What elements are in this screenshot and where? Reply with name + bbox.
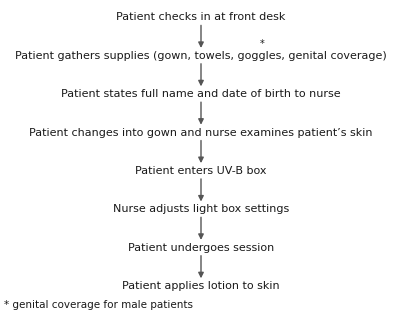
Text: Patient checks in at front desk: Patient checks in at front desk <box>116 12 285 23</box>
Text: Patient applies lotion to skin: Patient applies lotion to skin <box>122 281 279 291</box>
Text: * genital coverage for male patients: * genital coverage for male patients <box>4 300 192 310</box>
Text: Patient undergoes session: Patient undergoes session <box>128 243 273 253</box>
Text: *: * <box>259 39 263 49</box>
Text: Patient states full name and date of birth to nurse: Patient states full name and date of bir… <box>61 89 340 99</box>
Text: Patient enters UV-B box: Patient enters UV-B box <box>135 166 266 176</box>
Text: Nurse adjusts light box settings: Nurse adjusts light box settings <box>113 204 288 214</box>
Text: Patient changes into gown and nurse examines patient’s skin: Patient changes into gown and nurse exam… <box>29 128 372 138</box>
Text: Patient gathers supplies (gown, towels, goggles, genital coverage): Patient gathers supplies (gown, towels, … <box>15 51 386 61</box>
